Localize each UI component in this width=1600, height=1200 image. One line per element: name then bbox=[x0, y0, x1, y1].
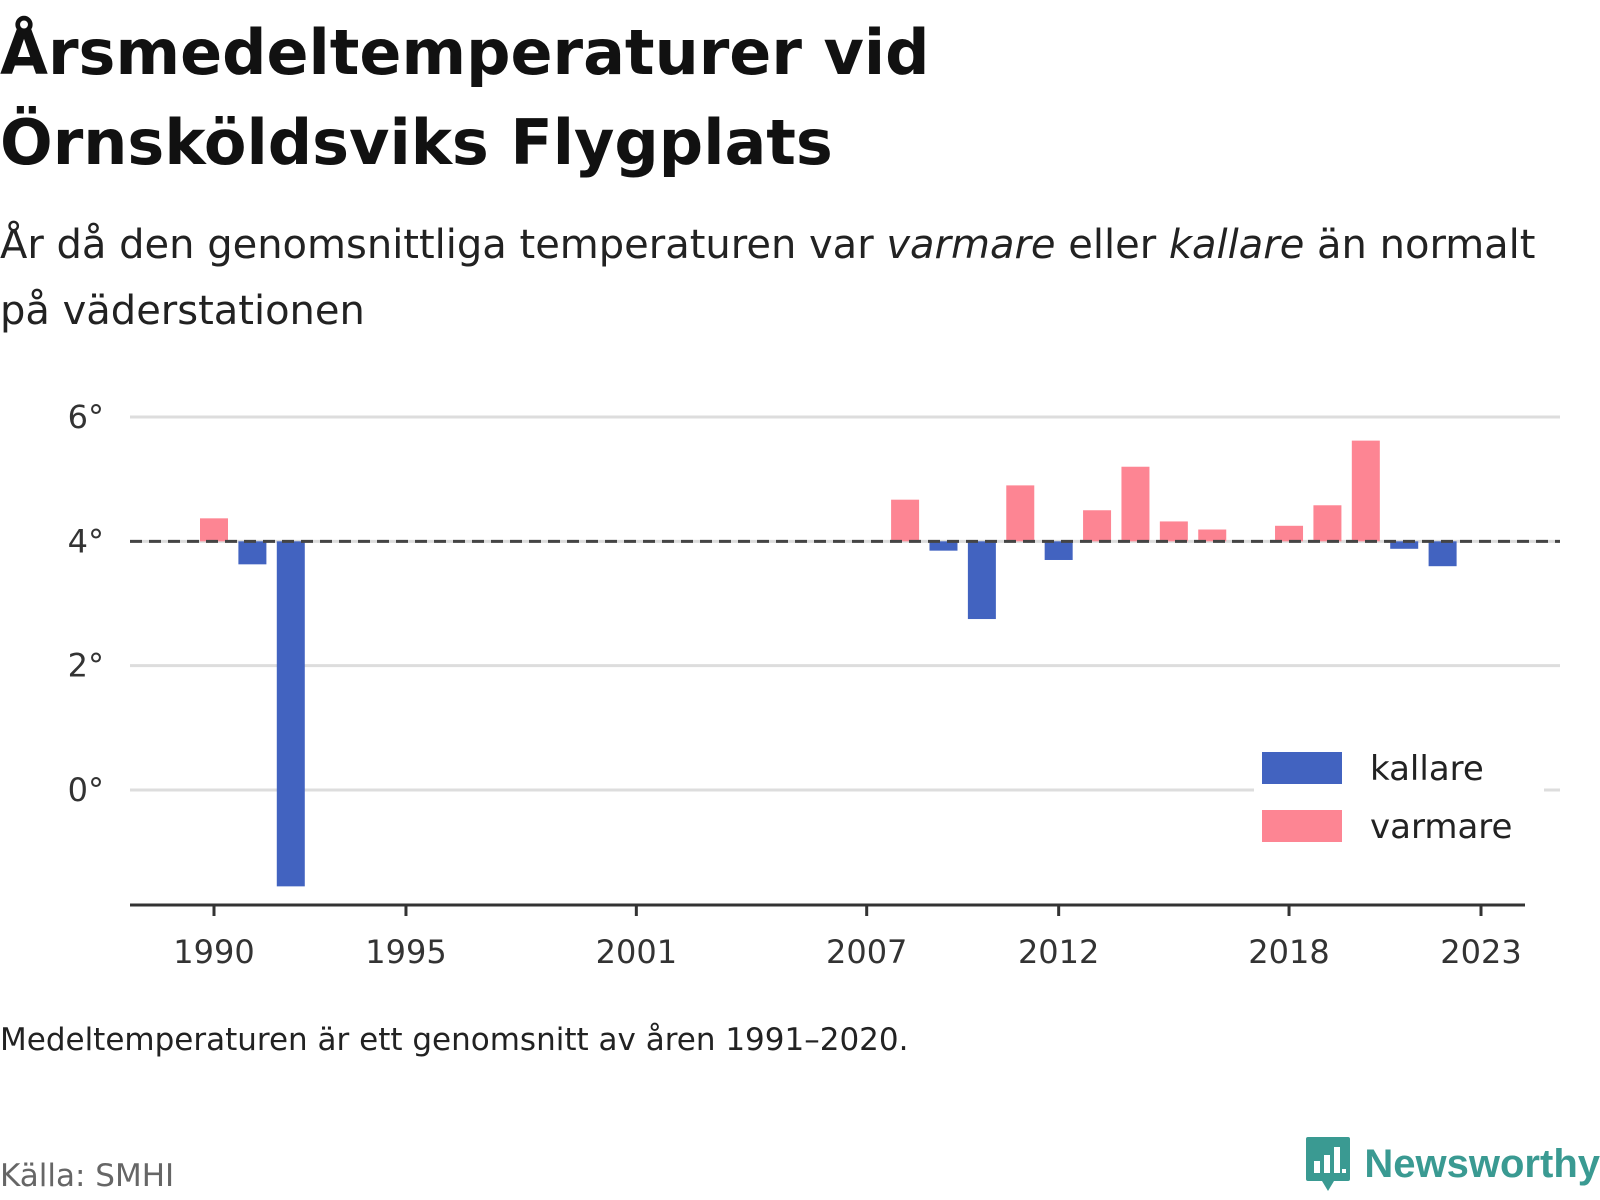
bar bbox=[1313, 505, 1342, 542]
y-tick-label: 0° bbox=[68, 771, 104, 809]
bar bbox=[967, 541, 996, 620]
x-axis: 1990 1995 2001 2007 2012 2018 2023 bbox=[130, 903, 1525, 971]
brand-logo: Newsworthy bbox=[1304, 1134, 1600, 1194]
bar bbox=[1159, 521, 1188, 542]
legend-swatch bbox=[1262, 752, 1342, 784]
title-line-1: Årsmedeltemperaturer vid bbox=[0, 16, 930, 89]
newsworthy-logo-icon bbox=[1306, 1137, 1351, 1191]
legend-swatch bbox=[1262, 810, 1342, 842]
bar bbox=[1198, 529, 1227, 542]
x-tick-label: 2018 bbox=[1248, 933, 1329, 971]
bar-chart: 1990 1995 2001 2007 2012 2018 2023 0° 2° 4° 6° ka… bbox=[68, 398, 1560, 971]
bar bbox=[1390, 541, 1419, 549]
footnote: Medeltemperaturen är ett genomsnitt av å… bbox=[0, 1022, 909, 1058]
bar bbox=[238, 541, 267, 565]
bar bbox=[200, 518, 228, 542]
bar bbox=[1351, 440, 1380, 542]
y-tick-label: 4° bbox=[68, 522, 104, 560]
bar bbox=[1275, 525, 1304, 542]
bar bbox=[1006, 485, 1035, 542]
title-line-2: Örnsköldsviks Flygplats bbox=[0, 106, 833, 179]
x-tick-label: 1995 bbox=[365, 933, 446, 971]
legend-label: varmare bbox=[1370, 807, 1512, 847]
legend-label: kallare bbox=[1370, 749, 1484, 789]
x-tick-label: 2012 bbox=[1018, 933, 1099, 971]
x-tick-label: 1990 bbox=[173, 933, 254, 971]
subtitle-part-3: än normalt på väderstationen bbox=[0, 222, 1536, 334]
x-tick-label: 2023 bbox=[1440, 933, 1521, 971]
bar bbox=[1428, 541, 1457, 567]
chart-title: Årsmedeltemperaturer vid Örnsköldsviks F… bbox=[0, 8, 1560, 188]
bar bbox=[276, 541, 305, 887]
bar bbox=[929, 541, 958, 551]
y-axis-labels: 0° 2° 4° 6° bbox=[68, 398, 104, 809]
subtitle-part-2: eller bbox=[1055, 222, 1169, 268]
subtitle-cold-word: kallare bbox=[1168, 222, 1305, 268]
legend: kallare varmare bbox=[1254, 738, 1544, 848]
y-tick-label: 2° bbox=[68, 647, 104, 685]
source-credit: Källa: SMHI bbox=[0, 1158, 175, 1194]
x-tick-label: 2001 bbox=[596, 933, 677, 971]
chart-subtitle: År då den genomsnittliga temperaturen va… bbox=[0, 212, 1560, 344]
y-tick-label: 6° bbox=[68, 398, 104, 436]
bar bbox=[891, 499, 920, 542]
bar bbox=[1083, 510, 1112, 542]
bars bbox=[200, 440, 1457, 887]
bar bbox=[1044, 541, 1073, 560]
bar bbox=[1121, 466, 1150, 542]
grid-lines bbox=[130, 415, 1560, 792]
subtitle-part-1: År då den genomsnittliga temperaturen va… bbox=[0, 222, 887, 268]
brand-name: Newsworthy bbox=[1364, 1141, 1600, 1186]
subtitle-warm-word: varmare bbox=[886, 222, 1056, 268]
x-tick-label: 2007 bbox=[826, 933, 907, 971]
